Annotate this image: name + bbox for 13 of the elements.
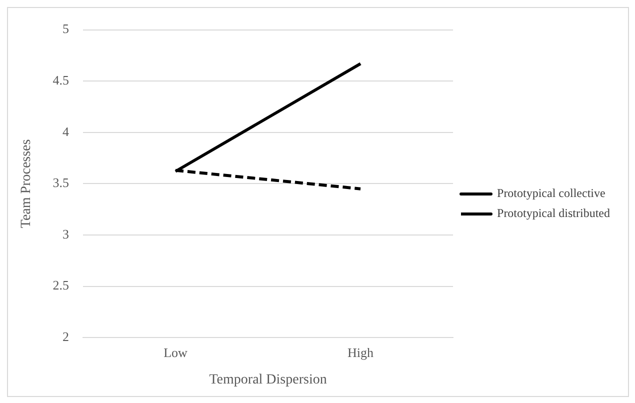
- y-tick-label: 4: [62, 124, 70, 139]
- legend-label: Prototypical collective: [497, 186, 606, 200]
- y-tick-label: 2: [62, 329, 70, 344]
- y-tick-label: 3: [62, 226, 70, 242]
- y-axis-title: Team Processes: [19, 139, 34, 228]
- x-axis-title: Temporal Dispersion: [209, 372, 327, 388]
- legend-label: Prototypical distributed: [497, 206, 610, 220]
- y-tick-label: 2.5: [52, 278, 70, 293]
- y-tick-label: 5: [62, 21, 70, 36]
- y-tick-label: 4.5: [52, 72, 70, 88]
- x-tick-label: Low: [164, 344, 188, 360]
- x-tick-label: High: [348, 344, 374, 360]
- y-tick-label: 3.5: [52, 175, 70, 190]
